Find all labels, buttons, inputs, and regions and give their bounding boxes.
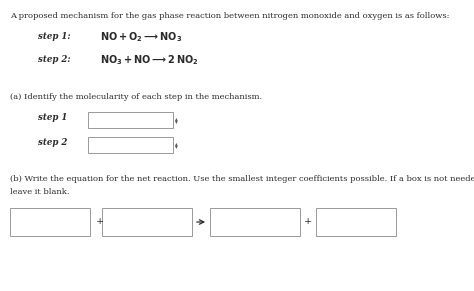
Text: step 2: step 2 <box>38 138 67 147</box>
Text: +: + <box>304 217 312 226</box>
Bar <box>210 208 300 236</box>
Text: $\mathbf{NO_3 + NO \longrightarrow 2\,NO_2}$: $\mathbf{NO_3 + NO \longrightarrow 2\,NO… <box>100 53 199 67</box>
Text: leave it blank.: leave it blank. <box>10 188 70 196</box>
Text: A proposed mechanism for the gas phase reaction between nitrogen monoxide and ox: A proposed mechanism for the gas phase r… <box>10 12 449 20</box>
Text: step 2:: step 2: <box>38 55 71 64</box>
Bar <box>88 112 173 128</box>
Text: (a) Identify the molecularity of each step in the mechanism.: (a) Identify the molecularity of each st… <box>10 93 262 101</box>
Text: step 1:: step 1: <box>38 32 71 41</box>
Text: +: + <box>96 217 104 226</box>
Bar <box>10 208 90 236</box>
Text: (b) Write the equation for the net reaction. Use the smallest integer coefficien: (b) Write the equation for the net react… <box>10 175 474 183</box>
Bar <box>316 208 396 236</box>
Text: step 1: step 1 <box>38 113 67 122</box>
Text: ▴
▾: ▴ ▾ <box>175 141 178 149</box>
Bar <box>88 137 173 153</box>
Text: ▴
▾: ▴ ▾ <box>175 116 178 124</box>
Bar <box>102 208 192 236</box>
Text: $\mathbf{NO + O_2 \longrightarrow NO_3}$: $\mathbf{NO + O_2 \longrightarrow NO_3}$ <box>100 30 182 44</box>
